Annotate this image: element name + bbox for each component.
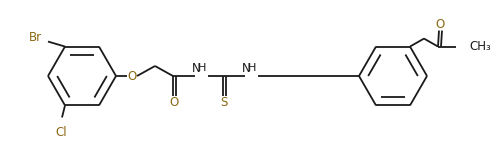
Text: O: O bbox=[169, 95, 179, 109]
Text: N: N bbox=[191, 62, 200, 74]
Text: S: S bbox=[220, 95, 227, 109]
Text: H: H bbox=[248, 63, 256, 73]
Text: O: O bbox=[435, 18, 444, 31]
Text: O: O bbox=[127, 69, 137, 83]
Text: CH₃: CH₃ bbox=[469, 40, 491, 53]
Text: N: N bbox=[241, 62, 250, 74]
Text: Br: Br bbox=[29, 31, 42, 44]
Text: H: H bbox=[198, 63, 206, 73]
Text: Cl: Cl bbox=[55, 126, 67, 139]
